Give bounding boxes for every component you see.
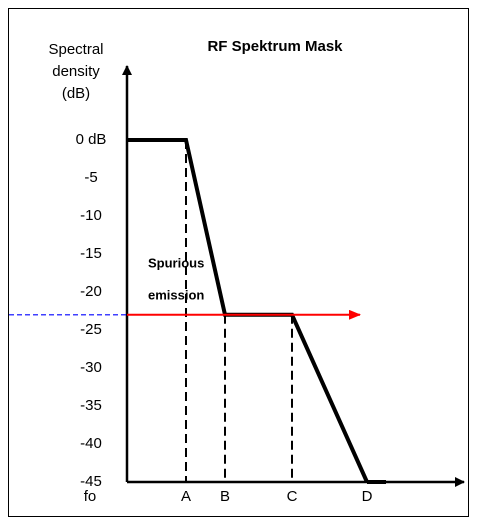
y-tick-label: -40 <box>80 435 102 452</box>
x-tick-label: D <box>362 488 373 505</box>
chart-title: RF Spektrum Mask <box>207 38 343 55</box>
y-tick-label: -35 <box>80 397 102 414</box>
annotation: emission <box>148 287 204 302</box>
y-tick-label: -20 <box>80 283 102 300</box>
y-axis-label: (dB) <box>62 85 90 102</box>
mask-line <box>127 138 369 483</box>
y-axis-label: Spectral <box>48 41 103 58</box>
x-tick-label: B <box>220 488 230 505</box>
x-tick-label: A <box>181 488 191 505</box>
x-tick-label: C <box>287 488 298 505</box>
y-tick-label: -25 <box>80 321 102 338</box>
y-tick-label: 0 dB <box>76 131 107 148</box>
y-tick-label: -5 <box>84 169 97 186</box>
frame <box>8 8 469 517</box>
y-tick-label: -30 <box>80 359 102 376</box>
y-axis-label: density <box>52 63 100 80</box>
x-tick-label: fo <box>84 488 97 505</box>
y-tick-label: -10 <box>80 207 102 224</box>
y-tick-label: -45 <box>80 473 102 490</box>
y-tick-label: -15 <box>80 245 102 262</box>
annotation: Spurious <box>148 255 204 270</box>
